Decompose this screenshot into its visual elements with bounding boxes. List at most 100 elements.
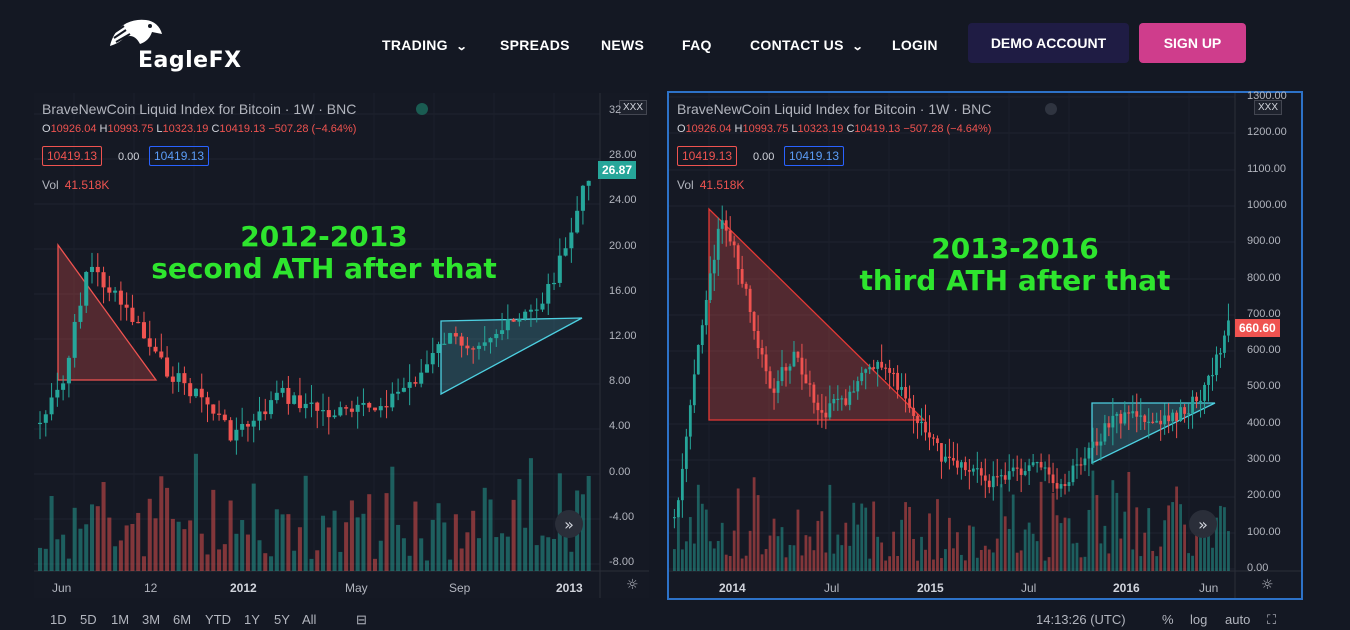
timeframe-button[interactable]: 1Y: [244, 612, 260, 627]
x-tick-label: 2014: [719, 581, 746, 595]
volume-bar: [165, 487, 170, 571]
nav-login-label: LOGIN: [892, 37, 938, 53]
volume-bar: [1067, 518, 1071, 571]
candle-body: [124, 304, 129, 308]
volume-bar: [1031, 533, 1035, 571]
nav-contact-us[interactable]: CONTACT US ⌄: [750, 37, 863, 57]
eaglefx-logo[interactable]: EagleFX: [106, 16, 241, 76]
candle-body: [488, 338, 493, 343]
auto-toggle[interactable]: auto: [1225, 612, 1251, 627]
volume-bar: [912, 538, 915, 571]
candle-body: [55, 389, 60, 398]
log-toggle[interactable]: log: [1190, 612, 1208, 627]
volume-bar: [812, 550, 816, 571]
volume-bar: [494, 537, 499, 571]
nav-trading[interactable]: TRADING ⌄: [382, 37, 467, 57]
gear-icon[interactable]: ☼: [1261, 577, 1274, 593]
candle-body: [505, 319, 510, 331]
candle-body: [1119, 413, 1123, 424]
volume-bar: [78, 528, 83, 571]
candle-body: [396, 391, 401, 394]
percent-toggle[interactable]: %: [1162, 612, 1174, 627]
timeframe-button[interactable]: 6M: [173, 612, 192, 627]
y-tick-label: 12.00: [609, 330, 637, 342]
ask-price-box[interactable]: 10419.13: [149, 146, 210, 166]
ask-price-box[interactable]: 10419.13: [784, 146, 845, 166]
timeframe-button[interactable]: YTD: [205, 612, 231, 627]
volume-bar: [800, 555, 804, 571]
candle-body: [971, 468, 975, 472]
currency-tag[interactable]: XXX: [1254, 100, 1283, 115]
timeframe-button[interactable]: 5D: [80, 612, 97, 627]
currency-tag[interactable]: XXX: [619, 100, 648, 115]
date-range-icon[interactable]: ⊟: [356, 612, 367, 627]
candlestick-chart-right[interactable]: [669, 93, 1301, 598]
candle-body: [540, 303, 545, 310]
candle-body: [1095, 441, 1099, 446]
volume-bar: [118, 540, 123, 571]
symbol-title: BraveNewCoin Liquid Index for Bitcoin · …: [677, 101, 992, 117]
candle-body: [1087, 447, 1091, 459]
timeframe-button[interactable]: All: [302, 612, 317, 627]
candle-body: [165, 357, 170, 377]
timeframe-button[interactable]: 3M: [142, 612, 161, 627]
scroll-to-realtime-button[interactable]: »: [555, 510, 583, 538]
volume-bar: [419, 538, 424, 571]
candle-body: [876, 361, 880, 369]
candlestick-chart-left[interactable]: [34, 93, 649, 598]
gear-icon[interactable]: ☼: [626, 577, 639, 593]
volume-bar: [361, 513, 366, 571]
volume-bar: [995, 538, 999, 571]
y-tick-label: 4.00: [609, 420, 631, 433]
volume-bar: [856, 524, 860, 571]
candle-body: [1059, 484, 1063, 489]
timeframe-button[interactable]: 5Y: [274, 612, 290, 627]
candle-body: [580, 185, 585, 211]
nav-news[interactable]: NEWS: [601, 37, 644, 57]
fullscreen-icon[interactable]: ⛶: [1267, 612, 1277, 627]
volume-bar: [55, 539, 60, 571]
candle-body: [471, 348, 476, 350]
bid-price-box[interactable]: 10419.13: [677, 146, 738, 166]
nav-spreads[interactable]: SPREADS: [500, 37, 570, 57]
candle-body: [459, 336, 464, 346]
annotation-text: 2012-2013 second ATH after that: [151, 220, 497, 285]
volume-bar: [696, 484, 700, 571]
candle-body: [263, 411, 268, 415]
sign-up-button[interactable]: SIGN UP: [1139, 23, 1246, 63]
volume-bar: [1007, 528, 1011, 571]
volume-bar: [1099, 543, 1103, 571]
nav-login[interactable]: LOGIN: [892, 37, 938, 57]
candle-body: [1051, 474, 1055, 484]
y-tick-label: 200.00: [1247, 489, 1281, 502]
candle-body: [1091, 441, 1095, 448]
clock-time[interactable]: 14:13:26 (UTC): [1036, 612, 1126, 627]
nav-faq[interactable]: FAQ: [682, 37, 712, 57]
volume-bar: [188, 520, 193, 571]
candle-body: [1179, 407, 1183, 421]
volume-bar: [1023, 529, 1027, 571]
timeframe-button[interactable]: 1D: [50, 612, 67, 627]
candle-body: [240, 423, 245, 430]
timeframe-button[interactable]: 1M: [111, 612, 130, 627]
bid-price-box[interactable]: 10419.13: [42, 146, 103, 166]
chart-panel-left[interactable]: BraveNewCoin Liquid Index for Bitcoin · …: [34, 93, 649, 598]
y-tick-label: 32: [609, 104, 622, 116]
candle-body: [84, 272, 89, 306]
volume-bar: [971, 526, 975, 571]
demo-account-button[interactable]: DEMO ACCOUNT: [968, 23, 1129, 63]
volume-bar: [1183, 524, 1186, 571]
volume-bar: [505, 536, 510, 571]
scroll-to-realtime-button[interactable]: »: [1189, 510, 1217, 538]
candle-body: [188, 383, 193, 397]
volume-bar: [563, 533, 568, 571]
spread-value: 0.00: [753, 151, 775, 163]
nav-contact-label: CONTACT US: [750, 37, 844, 53]
candle-body: [904, 387, 907, 399]
chart-panel-right[interactable]: BraveNewCoin Liquid Index for Bitcoin · …: [667, 90, 1303, 600]
volume-bar: [744, 555, 748, 571]
candle-body: [1219, 352, 1222, 355]
volume-bar: [936, 499, 939, 571]
volume-bar: [1179, 504, 1183, 571]
x-tick-label: Jul: [1021, 581, 1037, 595]
